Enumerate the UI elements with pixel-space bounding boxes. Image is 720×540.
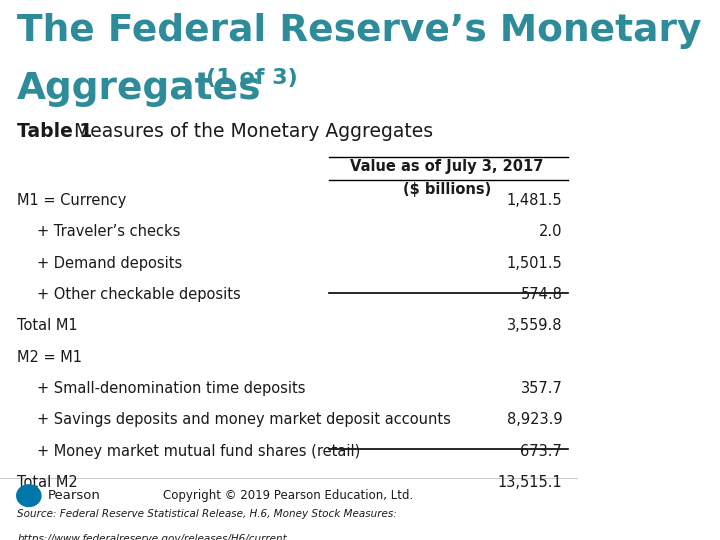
Text: The Federal Reserve’s Monetary: The Federal Reserve’s Monetary [17, 13, 702, 49]
Text: Measures of the Monetary Aggregates: Measures of the Monetary Aggregates [68, 123, 433, 141]
Text: ($ billions): ($ billions) [403, 182, 491, 197]
Text: M1 = Currency: M1 = Currency [17, 193, 127, 208]
Text: 1,501.5: 1,501.5 [507, 255, 562, 271]
Text: 8,923.9: 8,923.9 [507, 413, 562, 427]
Text: Copyright © 2019 Pearson Education, Ltd.: Copyright © 2019 Pearson Education, Ltd. [163, 489, 413, 502]
Text: P: P [24, 491, 33, 501]
Circle shape [17, 485, 41, 507]
Text: (1 of 3): (1 of 3) [207, 69, 298, 89]
Text: Pearson: Pearson [48, 489, 100, 502]
Text: 357.7: 357.7 [521, 381, 562, 396]
Text: 574.8: 574.8 [521, 287, 562, 302]
Text: Value as of July 3, 2017: Value as of July 3, 2017 [351, 159, 544, 174]
Text: 673.7: 673.7 [521, 444, 562, 459]
Text: + Money market mutual fund shares (retail): + Money market mutual fund shares (retai… [37, 444, 361, 459]
Text: + Savings deposits and money market deposit accounts: + Savings deposits and money market depo… [37, 413, 451, 427]
Text: 1,481.5: 1,481.5 [507, 193, 562, 208]
Text: 2.0: 2.0 [539, 224, 562, 239]
Text: Aggregates: Aggregates [17, 71, 262, 107]
Text: + Traveler’s checks: + Traveler’s checks [37, 224, 181, 239]
Text: 3,559.8: 3,559.8 [507, 318, 562, 333]
Text: Table 1: Table 1 [17, 123, 93, 141]
Text: + Small-denomination time deposits: + Small-denomination time deposits [37, 381, 306, 396]
Text: Total M2: Total M2 [17, 475, 78, 490]
Text: https://www.federalreserve.gov/releases/H6/current: https://www.federalreserve.gov/releases/… [17, 534, 287, 540]
Text: + Demand deposits: + Demand deposits [37, 255, 183, 271]
Text: + Other checkable deposits: + Other checkable deposits [37, 287, 241, 302]
Text: Source: Federal Reserve Statistical Release, H.6, Money Stock Measures:: Source: Federal Reserve Statistical Rele… [17, 509, 397, 519]
Text: Total M1: Total M1 [17, 318, 78, 333]
Text: M2 = M1: M2 = M1 [17, 350, 82, 364]
Text: 13,515.1: 13,515.1 [498, 475, 562, 490]
